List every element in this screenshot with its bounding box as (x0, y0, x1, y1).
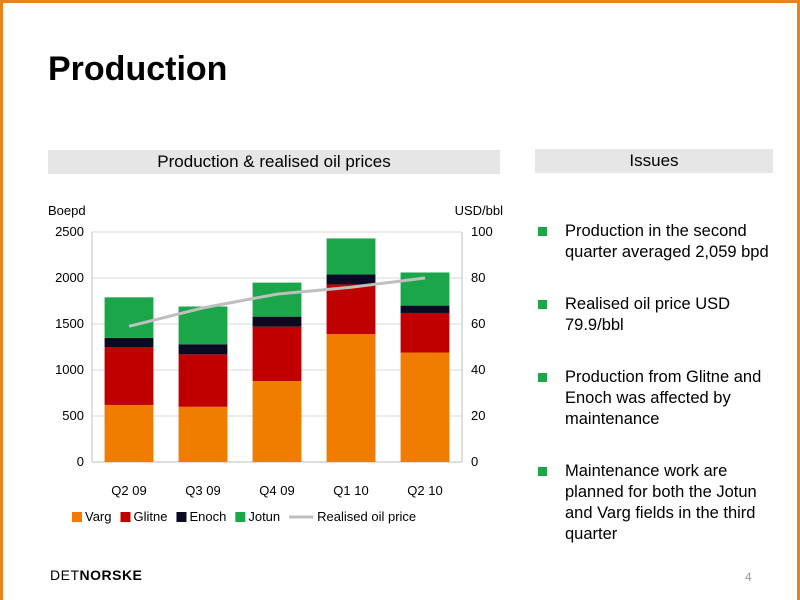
square-bullet-icon (538, 227, 547, 236)
bar-jotun (400, 272, 450, 306)
issue-item: Production in the second quarter average… (538, 221, 783, 263)
issues-list: Production in the second quarter average… (538, 221, 783, 576)
legend: Varg Glitne Enoch Jotun Realised oil price (72, 509, 416, 524)
square-bullet-icon (538, 467, 547, 476)
y-tick-label-right: 40 (471, 362, 485, 377)
legend-swatch-enoch (176, 512, 187, 522)
y-tick-label-right: 20 (471, 408, 485, 423)
y-tick-label-left: 1000 (55, 362, 84, 377)
y-axis-right-label: USD/bbl (455, 203, 504, 218)
y-tick-label-right: 80 (471, 270, 485, 285)
x-tick-label: Q1 10 (333, 483, 368, 498)
chart-section-header: Production & realised oil prices (48, 150, 500, 174)
y-tick-label-left: 500 (62, 408, 84, 423)
issue-text: Production from Glitne and Enoch was aff… (565, 368, 762, 428)
x-tick-label: Q4 09 (259, 483, 294, 498)
bar-varg (252, 381, 302, 462)
legend-label-enoch: Enoch (189, 509, 226, 524)
bar-enoch (178, 344, 228, 355)
oil-price-line-group (128, 276, 426, 328)
bar-varg (104, 404, 154, 462)
bar-glitne (326, 284, 376, 335)
bar-enoch (252, 316, 302, 327)
issue-item: Maintenance work are planned for both th… (538, 461, 783, 545)
legend-label-jotun: Jotun (248, 509, 280, 524)
bar-varg (326, 334, 376, 462)
legend-swatch-jotun (235, 512, 246, 522)
company-logo: DETNORSKE (50, 567, 142, 583)
bar-varg (400, 352, 450, 462)
bar-varg (178, 406, 228, 462)
issue-text: Production in the second quarter average… (565, 222, 769, 261)
bar-glitne (400, 312, 450, 353)
bar-jotun (252, 282, 302, 317)
y-tick-label-left: 2000 (55, 270, 84, 285)
bar-enoch (326, 274, 376, 285)
issue-item: Realised oil price USD 79.9/bbl (538, 294, 783, 336)
y-tick-label-left: 1500 (55, 316, 84, 331)
issues-section-header: Issues (535, 149, 773, 173)
legend-label-oil-price: Realised oil price (317, 509, 416, 524)
y-axis-left-label: Boepd (48, 203, 86, 218)
issue-text: Maintenance work are planned for both th… (565, 462, 757, 543)
x-tick-label: Q3 09 (185, 483, 220, 498)
bar-enoch (104, 337, 154, 347)
slide-title: Production (48, 50, 228, 88)
bar-jotun (104, 297, 154, 338)
square-bullet-icon (538, 373, 547, 382)
y-tick-label-right: 100 (471, 224, 493, 239)
bar-enoch (400, 305, 450, 313)
page-number: 4 (745, 570, 752, 584)
x-tick-label: Q2 09 (111, 483, 146, 498)
y-tick-label-right: 60 (471, 316, 485, 331)
square-bullet-icon (538, 300, 547, 309)
issue-text: Realised oil price USD 79.9/bbl (565, 295, 731, 334)
bars (104, 238, 450, 462)
bar-jotun (326, 238, 376, 275)
bar-glitne (104, 347, 154, 405)
bar-glitne (178, 354, 228, 407)
x-tick-label: Q2 10 (407, 483, 442, 498)
y-tick-label-right: 0 (471, 454, 478, 469)
logo-text-thin: DET (50, 567, 80, 583)
bar-glitne (252, 326, 302, 382)
logo-text-bold: NORSKE (79, 567, 143, 583)
oil-price-line (128, 276, 426, 328)
legend-label-varg: Varg (85, 509, 112, 524)
y-tick-label-left: 0 (77, 454, 84, 469)
legend-label-glitne: Glitne (134, 509, 168, 524)
y-tick-label-left: 2500 (55, 224, 84, 239)
issue-item: Production from Glitne and Enoch was aff… (538, 367, 783, 430)
legend-swatch-glitne (120, 512, 131, 522)
tick-labels: 0 500 1000 1500 2000 2500 0 20 40 60 80 100 Q2 09 Q3 … (55, 224, 493, 498)
legend-swatch-varg (72, 512, 82, 522)
